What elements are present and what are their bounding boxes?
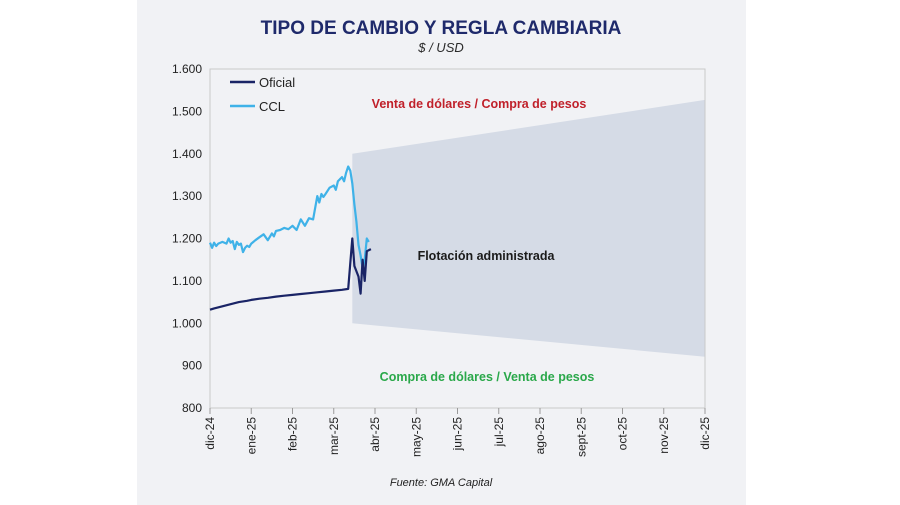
- x-tick-label: abr-25: [368, 417, 382, 452]
- y-tick-label: 1.400: [172, 147, 202, 161]
- series-layer: [208, 165, 372, 311]
- x-tick-label: nov-25: [657, 417, 671, 454]
- legend-label-oficial: Oficial: [259, 75, 295, 90]
- y-tick-label: 1.600: [172, 62, 202, 76]
- series-line-ccl: [208, 165, 370, 270]
- annotation-middle: Flotación administrada: [418, 249, 556, 263]
- series-line-oficial: [209, 237, 372, 311]
- x-tick-label: sept-25: [574, 417, 588, 457]
- x-tick-label: dic-25: [698, 417, 712, 450]
- band-layer: [352, 99, 705, 357]
- x-axis: dic-24 ene-25 feb-25 mar-25 abr-25 may-25 jun-…: [203, 408, 712, 457]
- chart-subtitle: $ / USD: [417, 40, 464, 55]
- y-tick-label: 1.100: [172, 274, 202, 288]
- y-axis: 800 900 1.000 1.100 1.200 1.300 1.400 1.500 1.60…: [172, 62, 202, 415]
- x-tick-label: feb-25: [286, 417, 300, 451]
- y-tick-label: 1.500: [172, 104, 202, 118]
- x-tick-label: dic-24: [203, 417, 217, 450]
- y-tick-label: 900: [182, 359, 202, 373]
- annotation-upper: Venta de dólares / Compra de pesos: [372, 97, 587, 111]
- x-tick-label: ene-25: [244, 417, 258, 455]
- x-tick-label: ago-25: [533, 417, 547, 455]
- chart-title: TIPO DE CAMBIO Y REGLA CAMBIARIA: [261, 18, 622, 39]
- x-tick-label: mar-25: [327, 417, 341, 455]
- x-tick-label: jun-25: [451, 417, 465, 452]
- y-tick-label: 800: [182, 401, 202, 415]
- legend: Oficial CCL: [230, 75, 295, 114]
- band-area: [352, 99, 705, 357]
- annotation-lower: Compra de dólares / Venta de pesos: [380, 370, 595, 384]
- y-tick-label: 1.200: [172, 232, 202, 246]
- x-tick-label: jul-25: [492, 417, 506, 448]
- x-tick-label: may-25: [409, 417, 423, 457]
- x-tick-label: oct-25: [616, 417, 630, 451]
- annotations: Venta de dólares / Compra de pesos Flota…: [372, 97, 595, 384]
- chart-source: Fuente: GMA Capital: [390, 477, 493, 489]
- y-tick-label: 1.300: [172, 189, 202, 203]
- y-tick-label: 1.000: [172, 316, 202, 330]
- legend-label-ccl: CCL: [259, 99, 285, 114]
